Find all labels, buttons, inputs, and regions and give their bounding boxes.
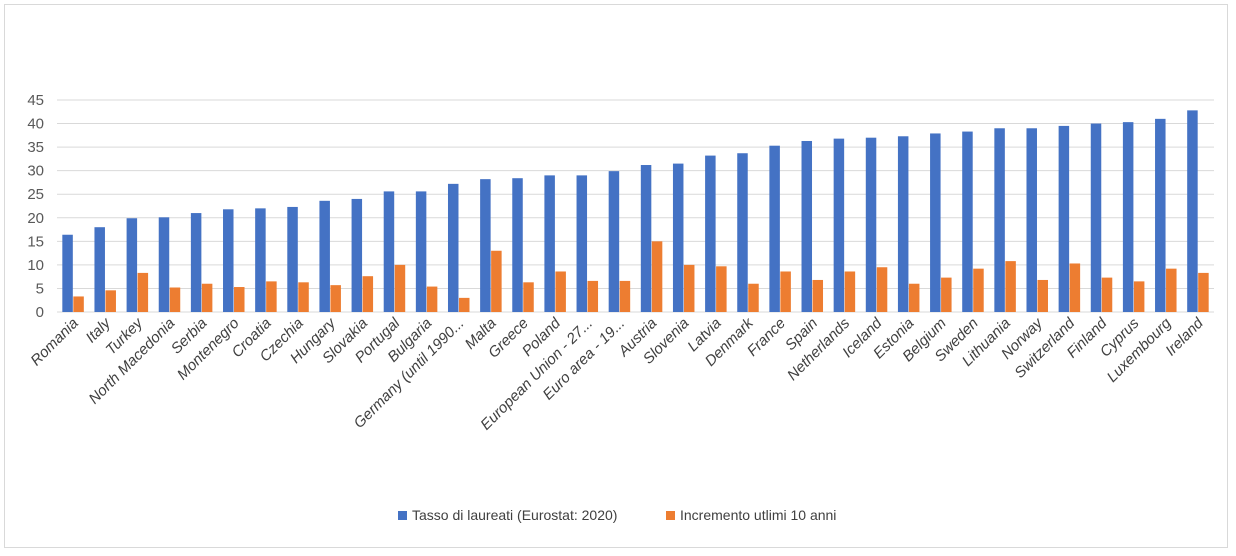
- bar-incremento: [458, 297, 470, 312]
- bar-incremento: [362, 276, 374, 312]
- bar-incremento: [169, 287, 181, 312]
- bar-incremento: [651, 241, 663, 312]
- bar-tasso-laureati: [126, 218, 138, 312]
- bar-tasso-laureati: [415, 191, 427, 312]
- bar-incremento: [716, 266, 727, 312]
- y-tick-label: 45: [27, 92, 44, 109]
- gridlines: [57, 99, 1214, 313]
- bar-incremento: [555, 271, 566, 312]
- y-axis-ticks: 0 5 10 15 20 25 30 35 40 45: [27, 92, 44, 321]
- bar-incremento: [812, 279, 824, 312]
- legend-label: Incremento utlimi 10 anni: [680, 507, 836, 523]
- legend-swatch: [666, 511, 675, 520]
- legend-swatch: [398, 511, 407, 520]
- bar-incremento: [426, 286, 438, 312]
- bar-tasso-laureati: [158, 217, 170, 312]
- bar-incremento: [683, 264, 695, 312]
- bar-tasso-laureati: [94, 227, 105, 312]
- bar-tasso-laureati: [1155, 118, 1166, 312]
- bar-incremento: [137, 272, 149, 312]
- bar-incremento: [1166, 268, 1177, 312]
- bar-incremento: [491, 250, 502, 312]
- bar-incremento: [73, 296, 84, 312]
- bar-tasso-laureati: [62, 234, 73, 312]
- bar-tasso-laureati: [351, 198, 363, 312]
- x-category-label: Romania: [27, 315, 81, 369]
- bar-tasso-laureati: [1090, 123, 1102, 312]
- bar-tasso-laureati: [769, 145, 780, 312]
- bar-tasso-laureati: [801, 140, 813, 312]
- y-tick-label: 10: [27, 257, 44, 274]
- bar-tasso-laureati: [447, 183, 459, 312]
- y-tick-label: 40: [27, 116, 44, 133]
- bar-tasso-laureati: [897, 136, 909, 312]
- bar-incremento: [266, 281, 277, 312]
- y-tick-label: 35: [27, 139, 44, 156]
- legend-label: Tasso di laureati (Eurostat: 2020): [412, 507, 617, 523]
- y-tick-label: 20: [27, 210, 44, 227]
- bar-tasso-laureati: [640, 165, 652, 312]
- y-tick-label: 5: [36, 280, 44, 297]
- bar-incremento: [1198, 272, 1209, 312]
- y-tick-label: 30: [27, 163, 44, 180]
- bar-incremento: [780, 271, 791, 312]
- bar-incremento: [1101, 277, 1113, 312]
- bar-incremento: [876, 267, 888, 312]
- bar-incremento: [1037, 279, 1048, 312]
- bar-tasso-laureati: [576, 175, 588, 312]
- bar-incremento: [619, 280, 631, 312]
- bar-tasso-laureati: [480, 179, 491, 312]
- bar-incremento: [234, 287, 245, 312]
- bar-tasso-laureati: [383, 191, 395, 312]
- bar-incremento: [1005, 261, 1016, 312]
- bar-incremento: [941, 277, 952, 312]
- bars: [62, 110, 1209, 313]
- bar-incremento: [330, 285, 341, 312]
- bar-incremento: [908, 283, 920, 312]
- bar-tasso-laureati: [994, 128, 1005, 312]
- bar-tasso-laureati: [287, 206, 298, 312]
- bar-incremento: [748, 283, 759, 312]
- bar-tasso-laureati: [319, 200, 330, 312]
- bar-tasso-laureati: [1122, 122, 1134, 313]
- y-tick-label: 0: [36, 304, 44, 321]
- y-tick-label: 25: [27, 186, 44, 203]
- bar-tasso-laureati: [1187, 110, 1198, 312]
- bar-tasso-laureati: [962, 131, 973, 312]
- bar-tasso-laureati: [223, 209, 234, 312]
- bar-incremento: [844, 271, 856, 312]
- bar-tasso-laureati: [865, 137, 877, 312]
- bar-tasso-laureati: [1058, 125, 1070, 313]
- bar-tasso-laureati: [705, 155, 716, 312]
- bar-tasso-laureati: [737, 153, 748, 312]
- bar-tasso-laureati: [833, 138, 845, 312]
- bar-tasso-laureati: [512, 178, 523, 312]
- bar-tasso-laureati: [672, 163, 684, 312]
- bar-tasso-laureati: [190, 213, 202, 312]
- bar-incremento: [587, 280, 599, 312]
- bar-tasso-laureati: [608, 171, 620, 312]
- bar-incremento: [201, 283, 213, 312]
- y-tick-label: 15: [27, 233, 44, 250]
- legend: Tasso di laureati (Eurostat: 2020) Increm…: [398, 507, 836, 523]
- x-category-label: Ireland: [1162, 314, 1207, 359]
- bar-incremento: [1069, 263, 1081, 312]
- bar-incremento: [298, 282, 309, 312]
- bar-incremento: [523, 282, 534, 312]
- bar-incremento: [105, 290, 116, 312]
- bar-incremento: [394, 264, 406, 312]
- bar-incremento: [973, 268, 984, 312]
- bar-tasso-laureati: [930, 133, 941, 312]
- bar-incremento: [1133, 281, 1145, 312]
- bar-tasso-laureati: [255, 208, 266, 312]
- bar-tasso-laureati: [1026, 128, 1037, 312]
- bar-tasso-laureati: [544, 175, 555, 312]
